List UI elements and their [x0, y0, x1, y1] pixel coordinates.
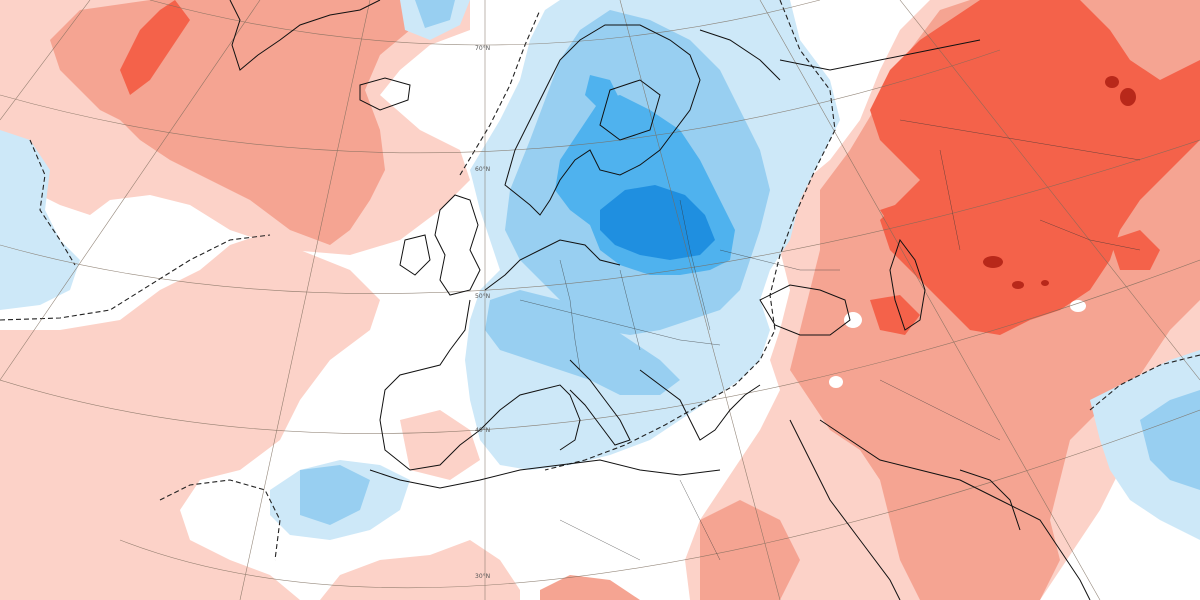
coastlines — [229, 0, 1091, 600]
zero-anomaly-contours — [0, 0, 1200, 561]
borders — [519, 119, 1141, 561]
latitude-labels: 70°N 60°N 50°N 40°N 30°N — [475, 45, 490, 580]
latitude-label-70: 70°N — [475, 45, 490, 52]
latitude-label-60: 60°N — [475, 166, 490, 173]
positive-anomaly-extreme-layer — [983, 76, 1136, 289]
negative-anomaly-extreme-layer — [600, 185, 715, 260]
latitude-label-30: 30°N — [475, 573, 490, 580]
latitude-label-40: 40°N — [475, 427, 490, 434]
latitude-label-50: 50°N — [475, 293, 490, 300]
